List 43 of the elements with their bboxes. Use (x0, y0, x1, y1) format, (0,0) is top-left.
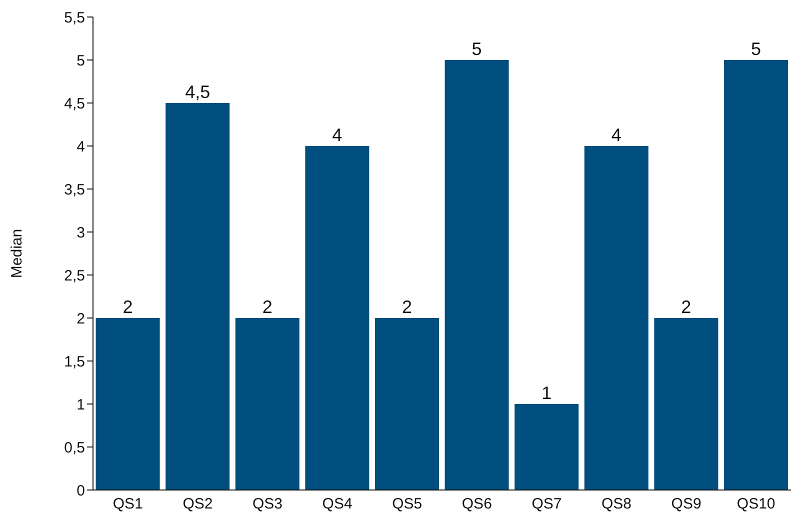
data-label: 4,5 (185, 82, 210, 102)
bar (96, 318, 160, 490)
data-label: 5 (472, 39, 482, 59)
data-label: 1 (542, 383, 552, 403)
y-tick-label: 2 (76, 310, 85, 328)
bar (514, 404, 579, 490)
x-tick-label: QS1 (112, 496, 143, 513)
data-label: 5 (750, 39, 761, 59)
bar (584, 146, 648, 490)
y-tick-label: 0,5 (64, 439, 85, 456)
x-tick-label: QS10 (736, 496, 776, 513)
x-tick-label: QS8 (601, 496, 632, 513)
bar (374, 318, 439, 490)
data-label: 2 (122, 297, 133, 317)
bar (235, 318, 300, 490)
bar (166, 103, 230, 490)
x-tick-label: QS7 (532, 496, 562, 513)
bar (444, 60, 509, 490)
y-tick-label: 0 (76, 482, 85, 500)
y-tick-label: 4,5 (64, 95, 85, 112)
data-label: 2 (262, 297, 272, 317)
x-tick-label: QS9 (671, 496, 702, 513)
x-tick-label: QS2 (182, 496, 213, 513)
x-tick-label: QS4 (322, 496, 352, 513)
y-tick-label: 4 (76, 138, 85, 156)
data-label: 2 (402, 297, 412, 317)
data-label: 4 (332, 125, 342, 145)
y-axis-title: Median (8, 228, 26, 278)
y-tick-label: 2,5 (64, 267, 85, 284)
bar (654, 318, 718, 490)
y-tick-label: 5,5 (64, 9, 85, 26)
x-tick-label: QS6 (462, 496, 492, 513)
y-tick-label: 5 (76, 52, 85, 70)
data-label: 4 (611, 125, 622, 145)
y-tick-label: 3 (76, 224, 85, 242)
x-tick-label: QS5 (392, 496, 422, 513)
bar (724, 60, 788, 490)
data-label: 2 (681, 297, 692, 317)
y-tick-label: 1,5 (64, 353, 85, 370)
bar (305, 146, 370, 490)
x-tick-label: QS3 (252, 496, 283, 513)
y-tick-label: 1 (76, 396, 85, 414)
y-tick-label: 3,5 (64, 181, 85, 198)
